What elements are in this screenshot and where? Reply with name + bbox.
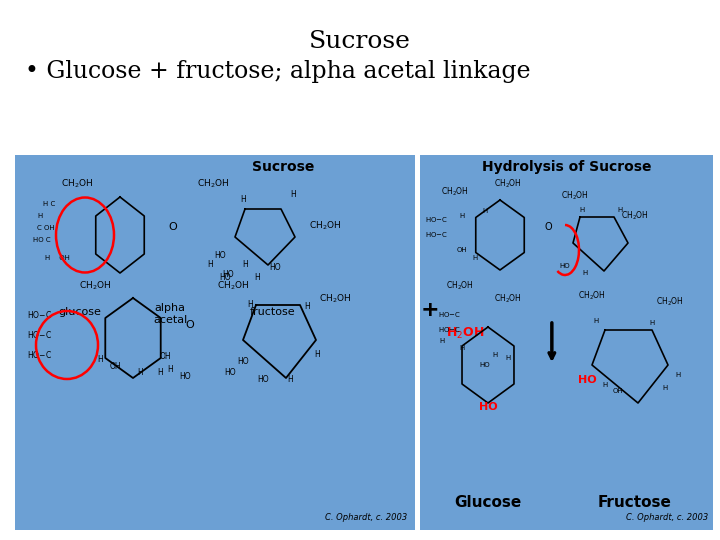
Text: glucose: glucose [58, 307, 102, 317]
Text: H: H [582, 270, 588, 276]
Text: H: H [505, 355, 510, 361]
Text: H: H [492, 352, 498, 358]
Text: H$_2$OH: H$_2$OH [446, 326, 484, 341]
Text: C. Ophardt, c. 2003: C. Ophardt, c. 2003 [325, 513, 407, 522]
Text: Fructose: Fructose [598, 495, 672, 510]
Bar [15, 155, 415, 530]
Text: H C: H C [43, 201, 55, 207]
Text: HO: HO [479, 402, 498, 412]
Text: H: H [593, 318, 598, 324]
Text: H: H [97, 355, 103, 364]
Text: O: O [186, 320, 194, 330]
Text: CH$_2$OH: CH$_2$OH [78, 280, 111, 292]
Text: OH: OH [456, 247, 467, 253]
Text: H: H [254, 273, 260, 282]
Text: HO$-$C: HO$-$C [438, 325, 461, 334]
Text: CH$_2$OH: CH$_2$OH [441, 185, 469, 198]
Text: Hydrolysis of Sucrose: Hydrolysis of Sucrose [482, 160, 652, 174]
Text: C OH: C OH [37, 225, 55, 231]
Text: HO$-$C: HO$-$C [438, 310, 461, 319]
Text: HO$-$C: HO$-$C [27, 329, 52, 341]
Text: HO$-$C: HO$-$C [27, 309, 52, 321]
Text: H: H [314, 350, 320, 359]
Text: CH$_2$OH: CH$_2$OH [621, 210, 649, 222]
Text: +: + [420, 300, 439, 320]
Text: H: H [37, 213, 42, 219]
Text: H: H [439, 338, 445, 344]
Text: HO: HO [222, 270, 234, 279]
Text: H: H [617, 207, 623, 213]
Text: CH$_2$OH: CH$_2$OH [656, 295, 684, 308]
Text: HO: HO [224, 368, 236, 377]
Text: CH$_2$OH: CH$_2$OH [494, 293, 522, 305]
Text: CH$_2$OH: CH$_2$OH [494, 177, 522, 190]
Text: H: H [603, 382, 608, 388]
Text: O: O [168, 222, 177, 232]
Text: Sucrose: Sucrose [252, 160, 314, 174]
Text: • Glucose + fructose; alpha acetal linkage: • Glucose + fructose; alpha acetal linka… [25, 60, 531, 83]
Text: HO$-$C: HO$-$C [27, 349, 52, 361]
Text: Glucose: Glucose [454, 495, 521, 510]
Text: HO: HO [559, 263, 570, 269]
Text: HO: HO [480, 362, 490, 368]
Text: H: H [242, 260, 248, 269]
Text: H: H [649, 320, 654, 326]
Text: alpha
acetal: alpha acetal [153, 303, 187, 325]
Text: fructose: fructose [250, 307, 296, 317]
Text: H: H [304, 302, 310, 311]
Text: OH: OH [613, 388, 624, 394]
Text: H: H [287, 375, 293, 384]
Text: H: H [459, 213, 464, 219]
Text: CH$_2$OH: CH$_2$OH [197, 177, 229, 190]
Text: HO: HO [237, 357, 249, 366]
Text: H: H [290, 190, 296, 199]
Text: CH$_2$OH: CH$_2$OH [446, 280, 474, 292]
Text: HO: HO [577, 375, 596, 385]
Text: CH$_2$OH: CH$_2$OH [578, 289, 606, 302]
Text: HO: HO [214, 251, 226, 260]
Text: HO$-$C: HO$-$C [425, 215, 448, 224]
Text: HO: HO [179, 372, 191, 381]
Text: CH$_2$OH: CH$_2$OH [561, 190, 589, 202]
Text: C. Ophardt, c. 2003: C. Ophardt, c. 2003 [626, 513, 708, 522]
Text: CH$_2$OH: CH$_2$OH [319, 293, 351, 305]
Text: HO: HO [219, 273, 231, 282]
Text: H: H [247, 300, 253, 309]
Text: H: H [482, 208, 487, 214]
Text: H: H [157, 368, 163, 377]
Text: O: O [544, 222, 552, 232]
Bar [420, 155, 713, 530]
Text: H: H [459, 345, 464, 351]
Text: H: H [207, 260, 213, 269]
Text: H: H [580, 207, 585, 213]
Text: CH$_2$OH: CH$_2$OH [309, 220, 341, 233]
Text: HO: HO [257, 375, 269, 384]
Text: HO: HO [269, 263, 281, 272]
Text: H: H [137, 368, 143, 377]
Text: H: H [675, 372, 680, 378]
Text: HO$-$C: HO$-$C [425, 230, 448, 239]
Text: HO C: HO C [33, 237, 50, 243]
Text: H: H [167, 365, 173, 374]
Text: H: H [240, 195, 246, 204]
Text: Sucrose: Sucrose [309, 30, 411, 53]
Text: H: H [662, 385, 667, 391]
Text: OH: OH [109, 362, 121, 371]
Text: CH$_2$OH: CH$_2$OH [60, 177, 93, 190]
Text: H    OH: H OH [45, 255, 70, 261]
Text: CH$_2$OH: CH$_2$OH [217, 280, 249, 292]
Text: OH: OH [159, 352, 171, 361]
Text: H: H [472, 255, 477, 261]
